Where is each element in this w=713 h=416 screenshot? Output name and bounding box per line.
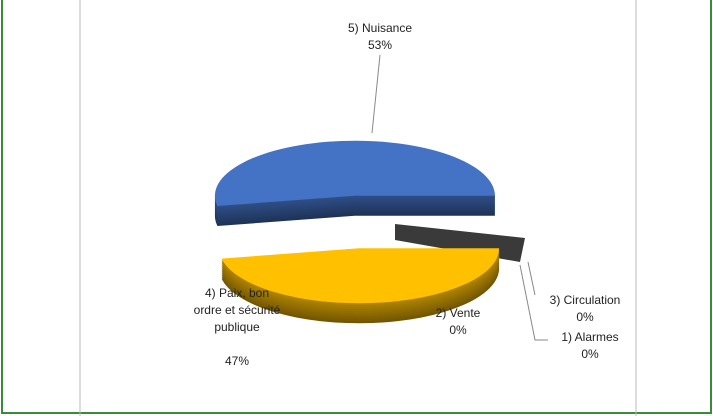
data-label: 4) Paix, bon ordre et sécurité publique [193,286,281,334]
data-label: 0% [581,347,599,361]
data-label: 0% [449,323,467,337]
data-label: 53% [367,38,393,52]
leader-line [371,54,381,134]
slice [214,140,495,207]
data-label: 47% [224,354,250,368]
leader-line [527,261,536,296]
data-label: 1) Alarmes [561,330,619,344]
data-label: 3) Circulation [549,293,621,307]
data-label: 0% [576,310,594,324]
data-label: 2) Vente [435,306,481,320]
slice [221,248,500,304]
data-label: 5) Nuisance [347,21,413,35]
leader-line [519,264,548,341]
